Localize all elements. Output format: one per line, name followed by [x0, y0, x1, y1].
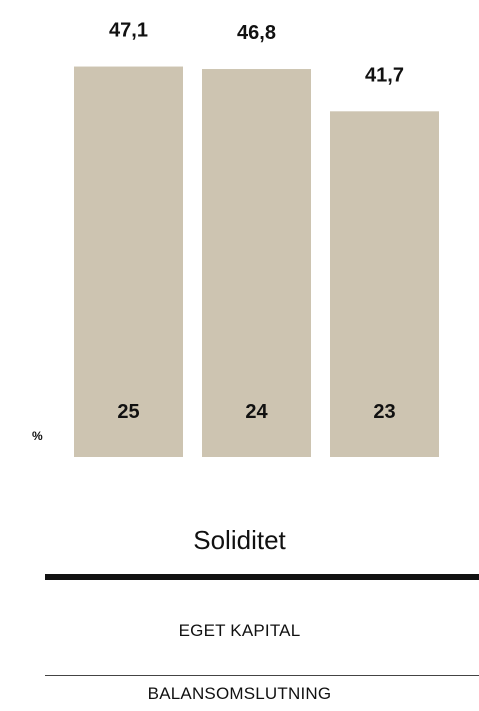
value-label-25: 47,1	[109, 20, 148, 42]
chart-title: Soliditet	[193, 525, 286, 555]
bar-25	[74, 66, 183, 457]
bars-group: 47,1 25 46,8 24 41,7 23	[74, 20, 439, 457]
legend-item-eget-kapital: EGET KAPITAL	[178, 621, 301, 640]
unit-label: %	[32, 429, 43, 443]
bar-24	[202, 69, 311, 457]
chart: % 47,1 25 46,8 24 41,7 23	[32, 20, 439, 457]
thick-divider	[45, 574, 479, 580]
bar-23	[330, 111, 439, 457]
value-label-23: 41,7	[365, 64, 404, 86]
value-label-24: 46,8	[237, 22, 276, 44]
legend-item-balansomslutning: BALANSOMSLUTNING	[147, 684, 332, 703]
category-label-23: 23	[373, 401, 395, 423]
category-label-24: 24	[245, 401, 268, 423]
thin-divider	[45, 675, 479, 676]
category-label-25: 25	[117, 401, 139, 423]
